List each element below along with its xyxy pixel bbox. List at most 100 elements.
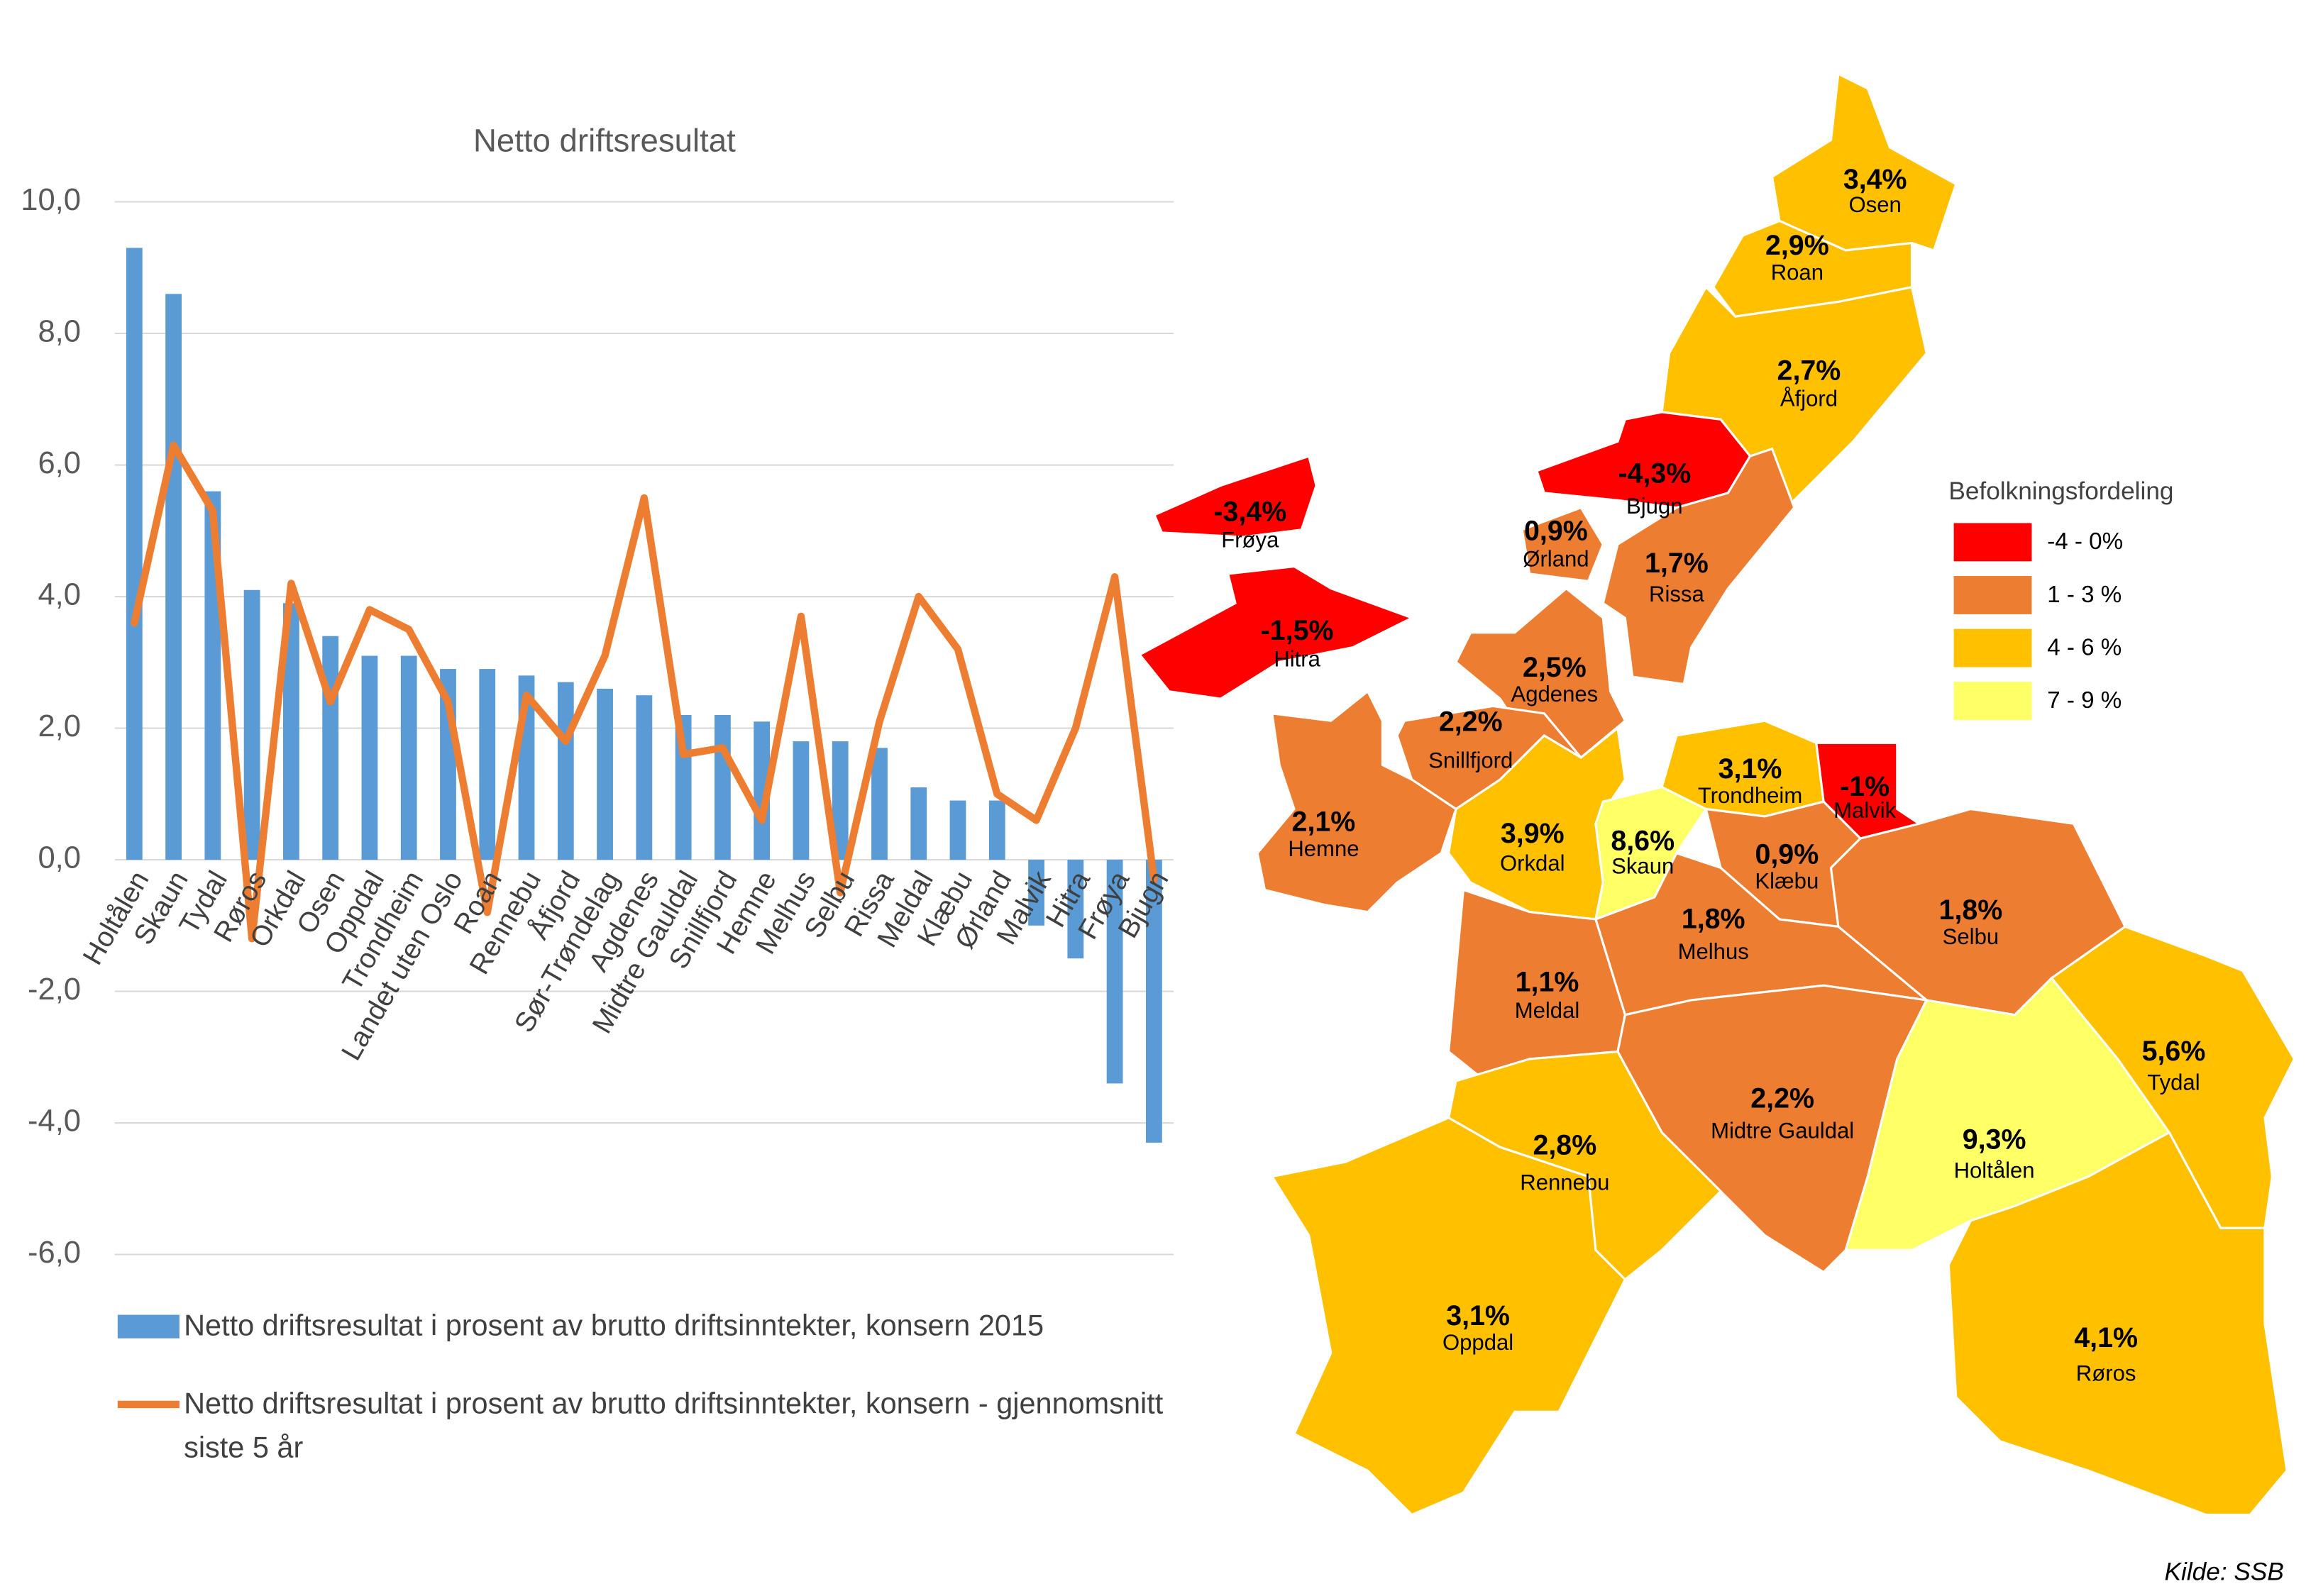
municipality [1601, 447, 1796, 686]
municipality [1521, 506, 1604, 582]
bar [557, 682, 574, 860]
line [131, 441, 1158, 943]
legend-swatch [1952, 627, 2034, 669]
municipality-value: -1,5% [1261, 615, 1334, 646]
bar [361, 655, 378, 860]
bar [165, 294, 182, 860]
municipality-value: 3,1% [1719, 753, 1782, 785]
municipality-name: Rissa [1649, 582, 1704, 606]
municipality-name: Åfjord [1780, 387, 1838, 411]
legend-label: 4 - 6 % [2047, 634, 2122, 660]
legend-title: Befolkningsfordeling [1948, 477, 2173, 505]
municipality-name: Snillfjord [1428, 748, 1513, 772]
legend-label: 1 - 3 % [2047, 582, 2122, 608]
municipality-value: 1,8% [1939, 894, 2003, 926]
legend-swatch [1952, 521, 2034, 563]
municipality-value: 2,9% [1765, 230, 1829, 261]
municipality-name: Roan [1771, 260, 1824, 284]
municipality-value: 4,1% [2074, 1322, 2138, 1353]
municipality [1660, 285, 1928, 510]
legend-label: Netto driftsresultat i prosent av brutto… [184, 1388, 1164, 1465]
municipality-value: 2,2% [1750, 1082, 1814, 1114]
municipality-name: Klæbu [1755, 868, 1819, 893]
legend-label: Netto driftsresultat i prosent av brutto… [184, 1310, 1044, 1343]
legend-swatch [1952, 574, 2034, 616]
municipality-name: Rennebu [1520, 1170, 1609, 1195]
y-tick-label: 6,0 [38, 446, 81, 480]
municipality-value: 2,8% [1533, 1130, 1596, 1161]
y-tick-label: -2,0 [28, 972, 81, 1007]
y-tick-label: 8,0 [38, 315, 81, 349]
municipality-name: Hemne [1288, 836, 1359, 861]
legend-swatch [1952, 680, 2034, 722]
bar [910, 787, 927, 860]
bar [282, 603, 299, 860]
municipality-value: 2,2% [1439, 706, 1503, 738]
y-tick-label: -4,0 [28, 1104, 81, 1138]
municipality-value: 3,9% [1501, 818, 1565, 849]
municipality-name: Skaun [1611, 854, 1674, 879]
municipality [1137, 565, 1415, 700]
municipality-name: Orkdal [1500, 851, 1565, 876]
municipality-name: Osen [1849, 192, 1902, 217]
municipality-value: 1,1% [1516, 967, 1579, 998]
source: Kilde: SSB [2165, 1558, 2284, 1586]
municipality-value: 0,9% [1524, 515, 1588, 546]
municipality-value: 8,6% [1611, 826, 1675, 857]
bar [832, 741, 849, 860]
municipality-name: Bjugn [1626, 494, 1683, 519]
municipality-value: 5,6% [2142, 1036, 2206, 1067]
municipality-name: Oppdal [1442, 1330, 1513, 1355]
bar [322, 636, 339, 860]
bar [754, 721, 771, 860]
municipality-name: Selbu [1943, 924, 1999, 949]
y-tick-label: 2,0 [38, 709, 81, 743]
municipality-name: Ørland [1523, 546, 1589, 571]
bar [597, 688, 613, 860]
legend-item: Netto driftsresultat i prosent av brutto… [184, 1388, 1164, 1465]
bar [243, 589, 260, 860]
municipality-name: Malvik [1833, 798, 1897, 823]
y-tick-label: -6,0 [28, 1236, 81, 1270]
municipality [2050, 925, 2296, 1229]
municipality-name: Agdenes [1511, 682, 1598, 706]
municipality-name: Tydal [2147, 1070, 2200, 1095]
map: 3,4%Osen 2,9%Roan 2,7%Åfjord -4,3% Bjugn 0,9%… [1137, 72, 2296, 1517]
bar [1067, 860, 1084, 959]
bar [1106, 860, 1123, 1084]
municipality [1270, 1116, 1627, 1517]
municipality-name: Frøya [1221, 528, 1279, 553]
municipality-name: Midtre Gauldal [1711, 1119, 1854, 1143]
municipality-value: 0,9% [1755, 838, 1819, 870]
legend-label: -4 - 0% [2047, 528, 2123, 555]
municipality-value: 9,3% [1963, 1124, 2026, 1155]
y-tick-label: 10,0 [21, 183, 81, 217]
municipality-name: Meldal [1515, 998, 1580, 1023]
bar [1145, 860, 1162, 1143]
municipality [1947, 1131, 2288, 1516]
y-tick-label: 0,0 [38, 841, 81, 875]
municipality-name: Hitra [1274, 646, 1320, 671]
municipality-value: 2,5% [1523, 652, 1587, 683]
bar [479, 669, 496, 860]
municipality-value: -3,4% [1213, 496, 1286, 527]
municipality-value: -1% [1840, 771, 1890, 802]
legend-swatch [117, 1314, 180, 1339]
municipality [1153, 455, 1318, 538]
municipality-name: Røros [2076, 1361, 2136, 1386]
municipality-value: 3,1% [1446, 1300, 1510, 1331]
bar [871, 748, 888, 860]
municipality-value: 1,7% [1645, 548, 1709, 579]
municipality-value: 3,4% [1843, 164, 1907, 195]
legend-label: 7 - 9 % [2047, 687, 2122, 714]
municipality-name: Holtålen [1954, 1158, 2035, 1183]
municipality-value: 2,1% [1292, 807, 1356, 838]
chart-title: Netto driftsresultat [473, 123, 736, 159]
bar [126, 248, 143, 860]
bar [636, 695, 653, 860]
y-tick-label: 4,0 [38, 578, 81, 612]
legend-item: Netto driftsresultat i prosent av brutto… [184, 1310, 1044, 1343]
